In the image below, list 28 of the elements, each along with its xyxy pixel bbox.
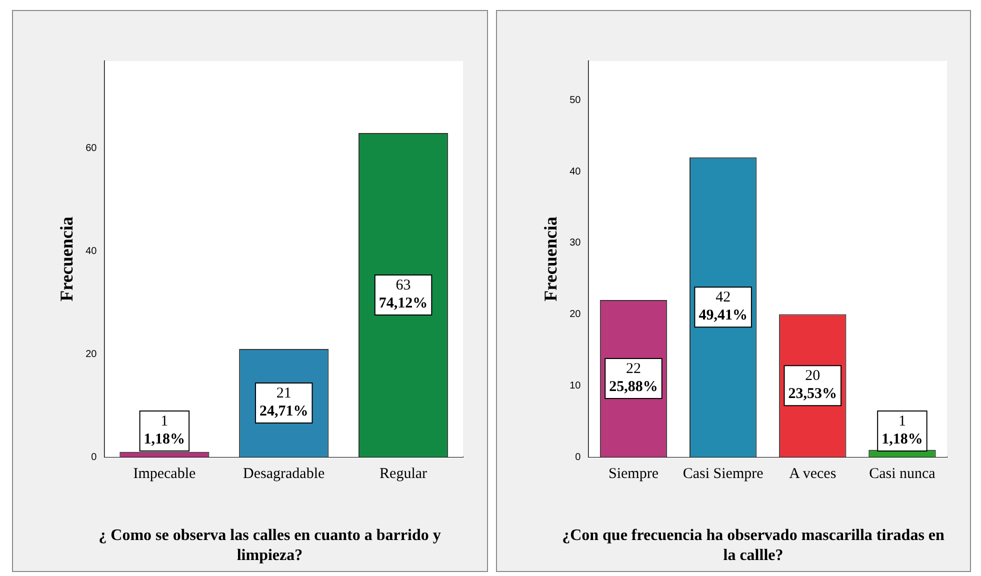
x-tick-label: Regular	[380, 466, 428, 482]
x-tick-label: Casi Siempre	[682, 466, 764, 482]
y-tick-label: 20	[569, 309, 581, 320]
x-axis-title: ¿Con que frecuencia ha observado mascarilla tiradas en la callle?	[561, 526, 946, 566]
y-tick-label: 40	[86, 246, 98, 258]
data-label: 22 25,88%	[608, 360, 658, 395]
y-axis-title: Frecuencia	[540, 216, 560, 302]
y-tick-label: 30	[569, 238, 581, 249]
x-tick-label: Desagradable	[243, 466, 326, 482]
y-tick-label: 40	[569, 166, 581, 178]
data-label: 42 49,41%	[698, 290, 747, 324]
y-tick-label: 0	[574, 452, 581, 463]
x-tick-label: Casi nunca	[868, 466, 936, 482]
data-label: 21 24,71%	[259, 385, 308, 420]
x-tick-label: Siempre	[608, 466, 658, 482]
x-tick-label: Impecable	[133, 466, 196, 482]
data-label: 20 23,53%	[788, 368, 837, 402]
x-axis-title: ¿ Como se observa las calles en cuanto a barrido y limpieza?	[98, 526, 442, 566]
x-tick-label: A veces	[788, 466, 836, 482]
data-label: 63 74,12%	[378, 277, 428, 312]
data-label: 1 1,18%	[881, 413, 922, 448]
y-tick-label: 20	[86, 348, 98, 360]
y-axis-title: Frecuencia	[56, 216, 76, 302]
y-tick-label: 60	[86, 143, 98, 154]
y-tick-label: 0	[91, 452, 98, 463]
y-tick-label: 50	[569, 94, 581, 106]
y-tick-label: 10	[569, 380, 581, 392]
data-label: 1 1,18%	[144, 413, 186, 448]
